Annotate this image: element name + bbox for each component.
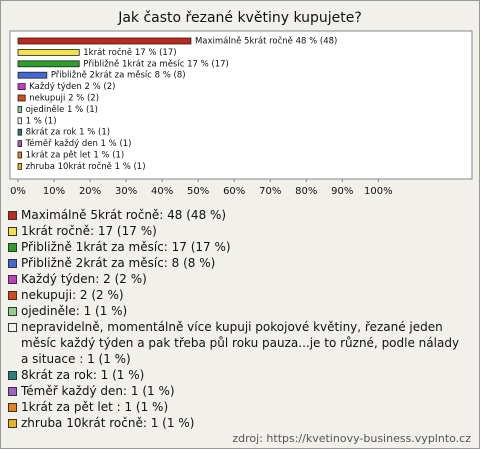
- legend-label: Přibližně 1krát za měsíc: 17 (17 %): [21, 240, 231, 254]
- bar-label: nekupuji 2 % (2): [29, 94, 99, 104]
- legend-label: zhruba 10krát ročně: 1 (1 %): [21, 416, 195, 430]
- bar-label: Každý týden 2 % (2): [29, 82, 115, 92]
- x-tick-label: 10%: [43, 186, 65, 197]
- source: zdroj: https://kvetinovy-business.vyplnt…: [232, 432, 471, 445]
- legend-item: Téměř každý den: 1 (1 %): [8, 383, 470, 399]
- x-tick-label: 100%: [364, 186, 393, 197]
- bar: [17, 71, 48, 79]
- bar-label: zhruba 10krát ročně 1 % (1): [26, 161, 146, 172]
- legend-label: Téměř každý den: 1 (1 %): [21, 384, 175, 398]
- bar-label: 1krát za pět let 1 % (1): [26, 151, 125, 161]
- legend-swatch: [8, 291, 17, 300]
- bar: [17, 117, 23, 125]
- bar: [17, 37, 192, 45]
- bar-label: Přibližně 1krát za měsíc 17 % (17): [83, 59, 229, 69]
- legend-swatch: [8, 211, 17, 220]
- bar-label: ojediněle 1 % (1): [26, 105, 98, 115]
- legend-item: Každý týden: 2 (2 %): [8, 271, 470, 287]
- x-tick-label: 20%: [79, 186, 101, 197]
- legend-swatch: [8, 403, 17, 412]
- legend-swatch: [8, 323, 17, 332]
- bar: [17, 49, 80, 56]
- x-tick-label: 30%: [115, 186, 137, 197]
- legend-item: nepravidelně, momentálně více kupuji pok…: [8, 319, 470, 367]
- legend-swatch: [8, 307, 17, 316]
- legend-label: Každý týden: 2 (2 %): [21, 272, 147, 286]
- legend-item: Přibližně 1krát za měsíc: 17 (17 %): [8, 239, 470, 255]
- x-tick-label: 50%: [187, 186, 209, 197]
- bar-label: 1 % (1): [26, 116, 57, 126]
- bar: [17, 60, 80, 68]
- legend-item: nekupuji: 2 (2 %): [8, 287, 470, 303]
- legend-swatch: [8, 371, 17, 380]
- legend-item: zhruba 10krát ročně: 1 (1 %): [8, 415, 470, 431]
- legend-item: 8krát za rok: 1 (1 %): [8, 367, 470, 383]
- bar: [17, 162, 23, 170]
- bar: [17, 94, 26, 102]
- x-tick-label: 70%: [259, 186, 281, 197]
- x-tick-label: 60%: [223, 186, 245, 197]
- bar: [17, 83, 26, 90]
- legend-swatch: [8, 419, 17, 428]
- x-tick-label: 90%: [331, 186, 353, 197]
- bar: [17, 151, 23, 159]
- legend-label: 1krát za pět let : 1 (1 %): [21, 400, 169, 414]
- x-tick-label: 40%: [151, 186, 173, 197]
- bar-label: 8krát za rok 1 % (1): [26, 128, 111, 138]
- legend-label: Přibližně 2krát za měsíc: 8 (8 %): [21, 256, 216, 270]
- chart-title: Jak často řezané květiny kupujete?: [117, 10, 362, 26]
- bar: [17, 140, 23, 148]
- plot-area: [9, 30, 473, 180]
- legend-item: Maximálně 5krát ročně: 48 (48 %): [8, 207, 470, 223]
- legend-swatch: [8, 275, 17, 284]
- legend-swatch: [8, 259, 17, 268]
- bar-label: Přibližně 2krát za měsíc 8 % (8): [51, 71, 186, 81]
- legend-label: nepravidelně, momentálně více kupuji pok…: [21, 320, 460, 366]
- legend-label: 1krát ročně: 17 (17 %): [21, 224, 157, 238]
- legend-swatch: [8, 387, 17, 396]
- x-tick-label: 0%: [10, 186, 26, 197]
- legend-item: 1krát za pět let : 1 (1 %): [8, 399, 470, 415]
- legend-label: Maximálně 5krát ročně: 48 (48 %): [21, 208, 227, 222]
- legend-item: Přibližně 2krát za měsíc: 8 (8 %): [8, 255, 470, 271]
- legend: Maximálně 5krát ročně: 48 (48 %) 1krát ro…: [8, 207, 470, 431]
- legend-label: ojediněle: 1 (1 %): [21, 304, 128, 318]
- legend-label: nekupuji: 2 (2 %): [21, 288, 124, 302]
- legend-swatch: [8, 243, 17, 252]
- bar: [17, 128, 23, 136]
- legend-label: 8krát za rok: 1 (1 %): [21, 368, 145, 382]
- bar-label: Maximálně 5krát ročně 48 % (48): [195, 36, 337, 47]
- bar: [17, 106, 23, 113]
- legend-swatch: [8, 227, 17, 236]
- bar-label: Téměř každý den 1 % (1): [25, 138, 132, 149]
- legend-item: ojediněle: 1 (1 %): [8, 303, 470, 319]
- x-tick-label: 80%: [295, 186, 317, 197]
- legend-item: 1krát ročně: 17 (17 %): [8, 223, 470, 239]
- bar-label: 1krát ročně 17 % (17): [83, 47, 176, 58]
